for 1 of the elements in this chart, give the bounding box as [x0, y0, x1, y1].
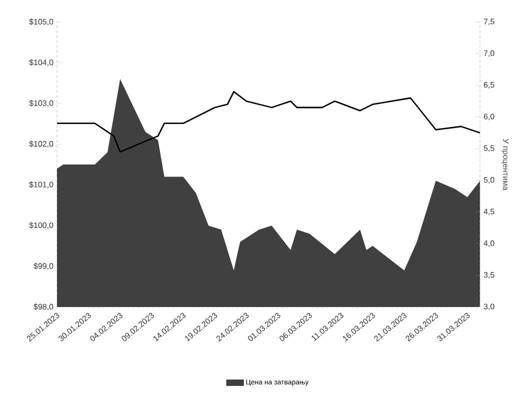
line-series	[57, 90, 480, 153]
